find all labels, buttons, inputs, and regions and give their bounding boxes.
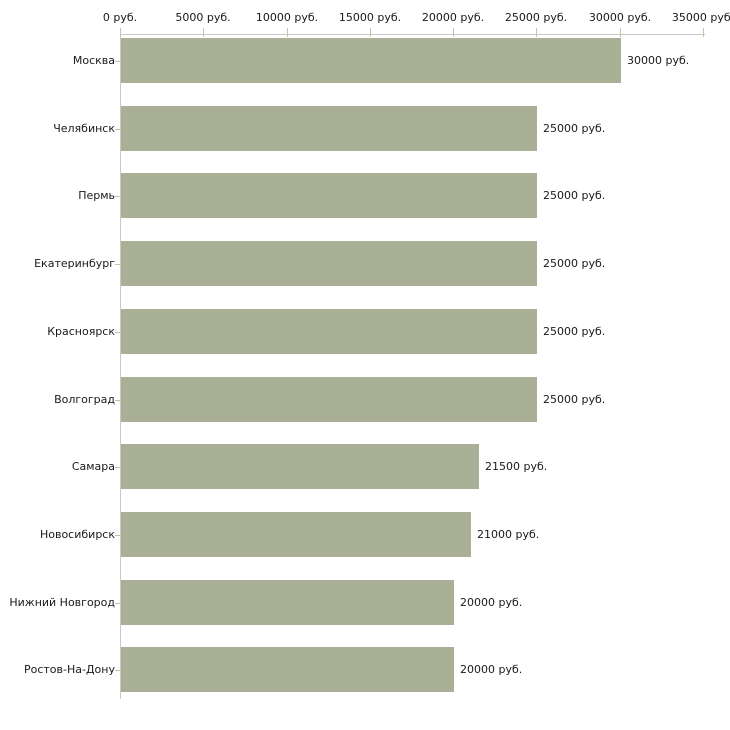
bar: [121, 580, 454, 625]
bar: [121, 38, 621, 83]
bar: [121, 309, 537, 354]
x-axis-tick-label: 25000 руб.: [504, 11, 568, 24]
value-label: 25000 руб.: [543, 257, 606, 270]
value-label: 21000 руб.: [477, 528, 540, 541]
y-axis-tick: [115, 61, 120, 62]
value-label: 25000 руб.: [543, 393, 606, 406]
bar: [121, 241, 537, 286]
value-label: 25000 руб.: [543, 122, 606, 135]
x-axis-tick: [370, 28, 371, 37]
value-label: 30000 руб.: [627, 54, 690, 67]
x-axis-tick-label: 10000 руб.: [255, 11, 319, 24]
x-axis-tick-label: 35000 руб.: [671, 11, 730, 24]
y-axis-tick: [115, 535, 120, 536]
bar: [121, 377, 537, 422]
y-axis-line: [120, 34, 121, 699]
x-axis-tick-label: 5000 руб.: [175, 11, 231, 24]
category-label: Самара: [71, 460, 115, 473]
x-axis-tick: [203, 28, 204, 37]
category-label: Челябинск: [53, 122, 115, 135]
x-axis-tick: [536, 28, 537, 37]
bar: [121, 173, 537, 218]
x-axis-line: [120, 34, 705, 35]
value-label: 25000 руб.: [543, 325, 606, 338]
x-axis-tick-label: 20000 руб.: [421, 11, 485, 24]
x-axis-tick: [120, 28, 121, 37]
y-axis-tick: [115, 603, 120, 604]
x-axis-tick: [453, 28, 454, 37]
category-label: Екатеринбург: [34, 257, 115, 270]
category-label: Ростов-На-Дону: [23, 663, 115, 676]
x-axis-tick-label: 30000 руб.: [588, 11, 652, 24]
y-axis-tick: [115, 670, 120, 671]
bar: [121, 106, 537, 151]
value-label: 21500 руб.: [485, 460, 548, 473]
y-axis-tick: [115, 196, 120, 197]
value-label: 25000 руб.: [543, 189, 606, 202]
x-axis-tick: [620, 28, 621, 37]
y-axis-tick: [115, 264, 120, 265]
category-label: Красноярск: [47, 325, 115, 338]
x-axis-tick: [287, 28, 288, 37]
y-axis-tick: [115, 467, 120, 468]
bar: [121, 444, 479, 489]
category-label: Волгоград: [54, 393, 115, 406]
y-axis-tick: [115, 400, 120, 401]
value-label: 20000 руб.: [460, 596, 523, 609]
y-axis-tick: [115, 332, 120, 333]
value-label: 20000 руб.: [460, 663, 523, 676]
category-label: Москва: [72, 54, 115, 67]
x-axis-tick: [703, 28, 704, 37]
y-axis-tick: [115, 129, 120, 130]
category-label: Нижний Новгород: [9, 596, 115, 609]
bar: [121, 647, 454, 692]
bar: [121, 512, 471, 557]
category-label: Пермь: [78, 189, 115, 202]
x-axis-tick-label: 15000 руб.: [338, 11, 402, 24]
category-label: Новосибирск: [39, 528, 115, 541]
x-axis-tick-label: 0 руб.: [102, 11, 138, 24]
